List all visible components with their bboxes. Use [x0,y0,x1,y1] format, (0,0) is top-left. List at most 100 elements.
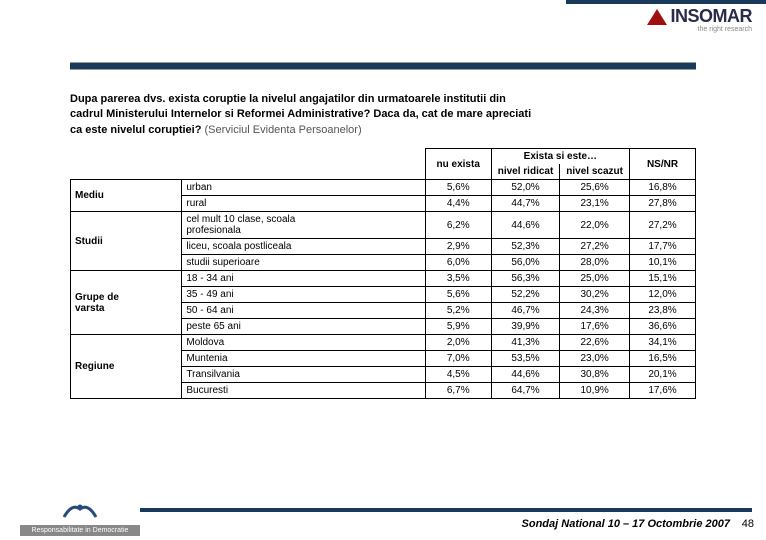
subcategory-cell: 18 - 34 ani [182,271,425,287]
subcategory-cell: urban [182,180,425,196]
value-cell: 27,2% [630,212,696,239]
header-row-1: nu exista Exista si este… NS/NR [71,149,696,165]
value-cell: 36,6% [630,319,696,335]
value-cell: 3,5% [425,271,491,287]
question-block: Dupa parerea dvs. exista coruptie la niv… [70,92,696,138]
logo-text: INSOMAR [671,6,753,27]
value-cell: 20,1% [630,367,696,383]
logo-triangle-icon [647,9,667,25]
value-cell: 6,7% [425,383,491,399]
subcategory-cell: cel mult 10 clase, scoalaprofesionala [182,212,425,239]
value-cell: 22,0% [560,212,630,239]
bird-icon [20,499,140,525]
subcategory-cell: peste 65 ani [182,319,425,335]
value-cell: 25,0% [560,271,630,287]
category-cell: Grupe devarsta [71,271,182,335]
value-cell: 41,3% [491,335,560,351]
footer-logo: Responsabilitate in Democratie [20,499,140,536]
header-nu-exista: nu exista [425,149,491,180]
table-row: Grupe devarsta18 - 34 ani3,5%56,3%25,0%1… [71,271,696,287]
value-cell: 15,1% [630,271,696,287]
subcategory-cell: 50 - 64 ani [182,303,425,319]
category-cell: Regiune [71,335,182,399]
question-line3: ca este nivelul coruptiei? [70,124,201,136]
question-line1: Dupa parerea dvs. exista coruptie la niv… [70,93,506,105]
value-cell: 56,0% [491,255,560,271]
value-cell: 56,3% [491,271,560,287]
value-cell: 44,6% [491,212,560,239]
title-bar [70,62,696,70]
value-cell: 7,0% [425,351,491,367]
value-cell: 23,1% [560,196,630,212]
value-cell: 34,1% [630,335,696,351]
header-nivel-scazut: nivel scazut [560,164,630,180]
header-exista-parent: Exista si este… [491,149,629,165]
table-row: Mediuurban5,6%52,0%25,6%16,8% [71,180,696,196]
value-cell: 6,2% [425,212,491,239]
page-number: 48 [742,518,754,530]
value-cell: 17,7% [630,239,696,255]
header-nsnr: NS/NR [630,149,696,180]
value-cell: 44,6% [491,367,560,383]
value-cell: 24,3% [560,303,630,319]
value-cell: 2,9% [425,239,491,255]
subcategory-cell: Transilvania [182,367,425,383]
value-cell: 30,2% [560,287,630,303]
question-line2: cadrul Ministerului Internelor si Reform… [70,108,531,120]
value-cell: 16,8% [630,180,696,196]
value-cell: 25,6% [560,180,630,196]
value-cell: 52,3% [491,239,560,255]
subcategory-cell: studii superioare [182,255,425,271]
main-content: Dupa parerea dvs. exista coruptie la niv… [70,62,696,399]
subcategory-cell: Bucuresti [182,383,425,399]
value-cell: 46,7% [491,303,560,319]
value-cell: 4,4% [425,196,491,212]
logo-subtitle: the right research [698,26,752,33]
value-cell: 5,6% [425,287,491,303]
value-cell: 27,2% [560,239,630,255]
header-blank [71,149,426,180]
value-cell: 27,8% [630,196,696,212]
value-cell: 64,7% [491,383,560,399]
top-accent-bar [566,0,766,4]
data-table: nu exista Exista si este… NS/NR nivel ri… [70,148,696,399]
value-cell: 10,1% [630,255,696,271]
value-cell: 5,2% [425,303,491,319]
value-cell: 16,5% [630,351,696,367]
value-cell: 17,6% [560,319,630,335]
subcategory-cell: liceu, scoala postliceala [182,239,425,255]
value-cell: 5,9% [425,319,491,335]
value-cell: 52,0% [491,180,560,196]
header-nivel-ridicat: nivel ridicat [491,164,560,180]
value-cell: 23,0% [560,351,630,367]
subcategory-cell: 35 - 49 ani [182,287,425,303]
subcategory-cell: Muntenia [182,351,425,367]
table-row: Studiicel mult 10 clase, scoalaprofesion… [71,212,696,239]
value-cell: 22,6% [560,335,630,351]
footer-caption: Sondaj National 10 – 17 Octombrie 2007 [522,518,730,530]
value-cell: 12,0% [630,287,696,303]
value-cell: 30,8% [560,367,630,383]
footer: Responsabilitate in Democratie Sondaj Na… [0,496,766,540]
value-cell: 4,5% [425,367,491,383]
value-cell: 5,6% [425,180,491,196]
table-row: RegiuneMoldova2,0%41,3%22,6%34,1% [71,335,696,351]
value-cell: 6,0% [425,255,491,271]
value-cell: 10,9% [560,383,630,399]
value-cell: 53,5% [491,351,560,367]
subcategory-cell: rural [182,196,425,212]
header-logo: INSOMAR the right research [647,6,753,27]
value-cell: 23,8% [630,303,696,319]
value-cell: 17,6% [630,383,696,399]
value-cell: 28,0% [560,255,630,271]
subcategory-cell: Moldova [182,335,425,351]
value-cell: 44,7% [491,196,560,212]
question-subtitle: (Serviciul Evidenta Persoanelor) [205,124,362,136]
value-cell: 2,0% [425,335,491,351]
category-cell: Mediu [71,180,182,212]
footer-line [140,508,752,512]
footer-org-tag: Responsabilitate in Democratie [20,525,140,536]
value-cell: 52,2% [491,287,560,303]
category-cell: Studii [71,212,182,271]
value-cell: 39,9% [491,319,560,335]
